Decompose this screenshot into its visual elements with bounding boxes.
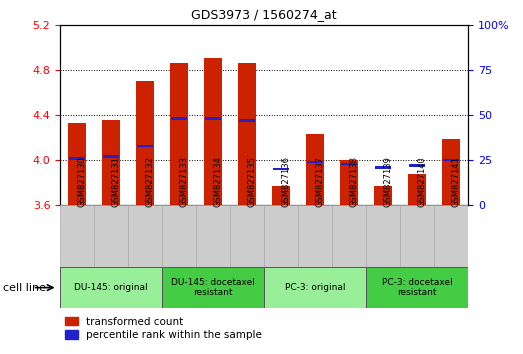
Bar	[366, 267, 468, 308]
Text: GSM827139: GSM827139	[383, 156, 392, 207]
Text: GSM827137: GSM827137	[315, 156, 324, 207]
Text: GSM827133: GSM827133	[179, 156, 188, 207]
Bar	[204, 57, 222, 205]
Text: GSM827130: GSM827130	[77, 156, 86, 207]
Bar	[443, 159, 459, 161]
Bar	[434, 205, 468, 267]
Bar	[307, 161, 323, 163]
Bar	[102, 120, 120, 205]
Bar	[264, 205, 298, 267]
Text: GSM827140: GSM827140	[417, 156, 426, 207]
Text: GSM827134: GSM827134	[213, 156, 222, 207]
Text: cell line: cell line	[3, 282, 46, 293]
Bar	[400, 205, 434, 267]
Bar	[366, 205, 400, 267]
Bar	[340, 160, 358, 205]
Text: GSM827138: GSM827138	[349, 156, 358, 207]
Text: GSM827135: GSM827135	[247, 156, 256, 207]
Text: PC-3: docetaxel
resistant: PC-3: docetaxel resistant	[382, 278, 452, 297]
Bar	[341, 162, 357, 165]
Bar	[136, 81, 154, 205]
Bar	[171, 118, 187, 120]
Bar	[374, 186, 392, 205]
Bar	[264, 267, 366, 308]
Bar	[272, 186, 290, 205]
Bar	[442, 139, 460, 205]
Text: DU-145: original: DU-145: original	[74, 283, 148, 292]
Text: GSM827131: GSM827131	[111, 156, 120, 207]
Text: GSM827136: GSM827136	[281, 156, 290, 207]
Bar	[205, 118, 221, 120]
Bar	[128, 205, 162, 267]
Text: GSM827132: GSM827132	[145, 156, 154, 207]
Bar	[306, 134, 324, 205]
Bar	[409, 164, 425, 167]
Bar	[103, 155, 119, 158]
Bar	[69, 157, 85, 160]
Bar	[68, 123, 86, 205]
Text: GSM827141: GSM827141	[451, 156, 460, 207]
Text: DU-145: docetaxel
resistant: DU-145: docetaxel resistant	[171, 278, 255, 297]
Bar	[239, 119, 255, 122]
Bar	[94, 205, 128, 267]
Bar	[137, 144, 153, 147]
Bar	[60, 267, 162, 308]
Bar	[375, 166, 391, 169]
Bar	[298, 205, 332, 267]
Bar	[238, 63, 256, 205]
Text: PC-3: original: PC-3: original	[285, 283, 345, 292]
Bar	[162, 267, 264, 308]
Bar	[408, 174, 426, 205]
Bar	[230, 205, 264, 267]
Text: GDS3973 / 1560274_at: GDS3973 / 1560274_at	[191, 8, 337, 21]
Bar	[162, 205, 196, 267]
Legend: transformed count, percentile rank within the sample: transformed count, percentile rank withi…	[65, 317, 262, 340]
Bar	[273, 168, 289, 171]
Bar	[170, 63, 188, 205]
Bar	[332, 205, 366, 267]
Bar	[60, 205, 94, 267]
Bar	[196, 205, 230, 267]
